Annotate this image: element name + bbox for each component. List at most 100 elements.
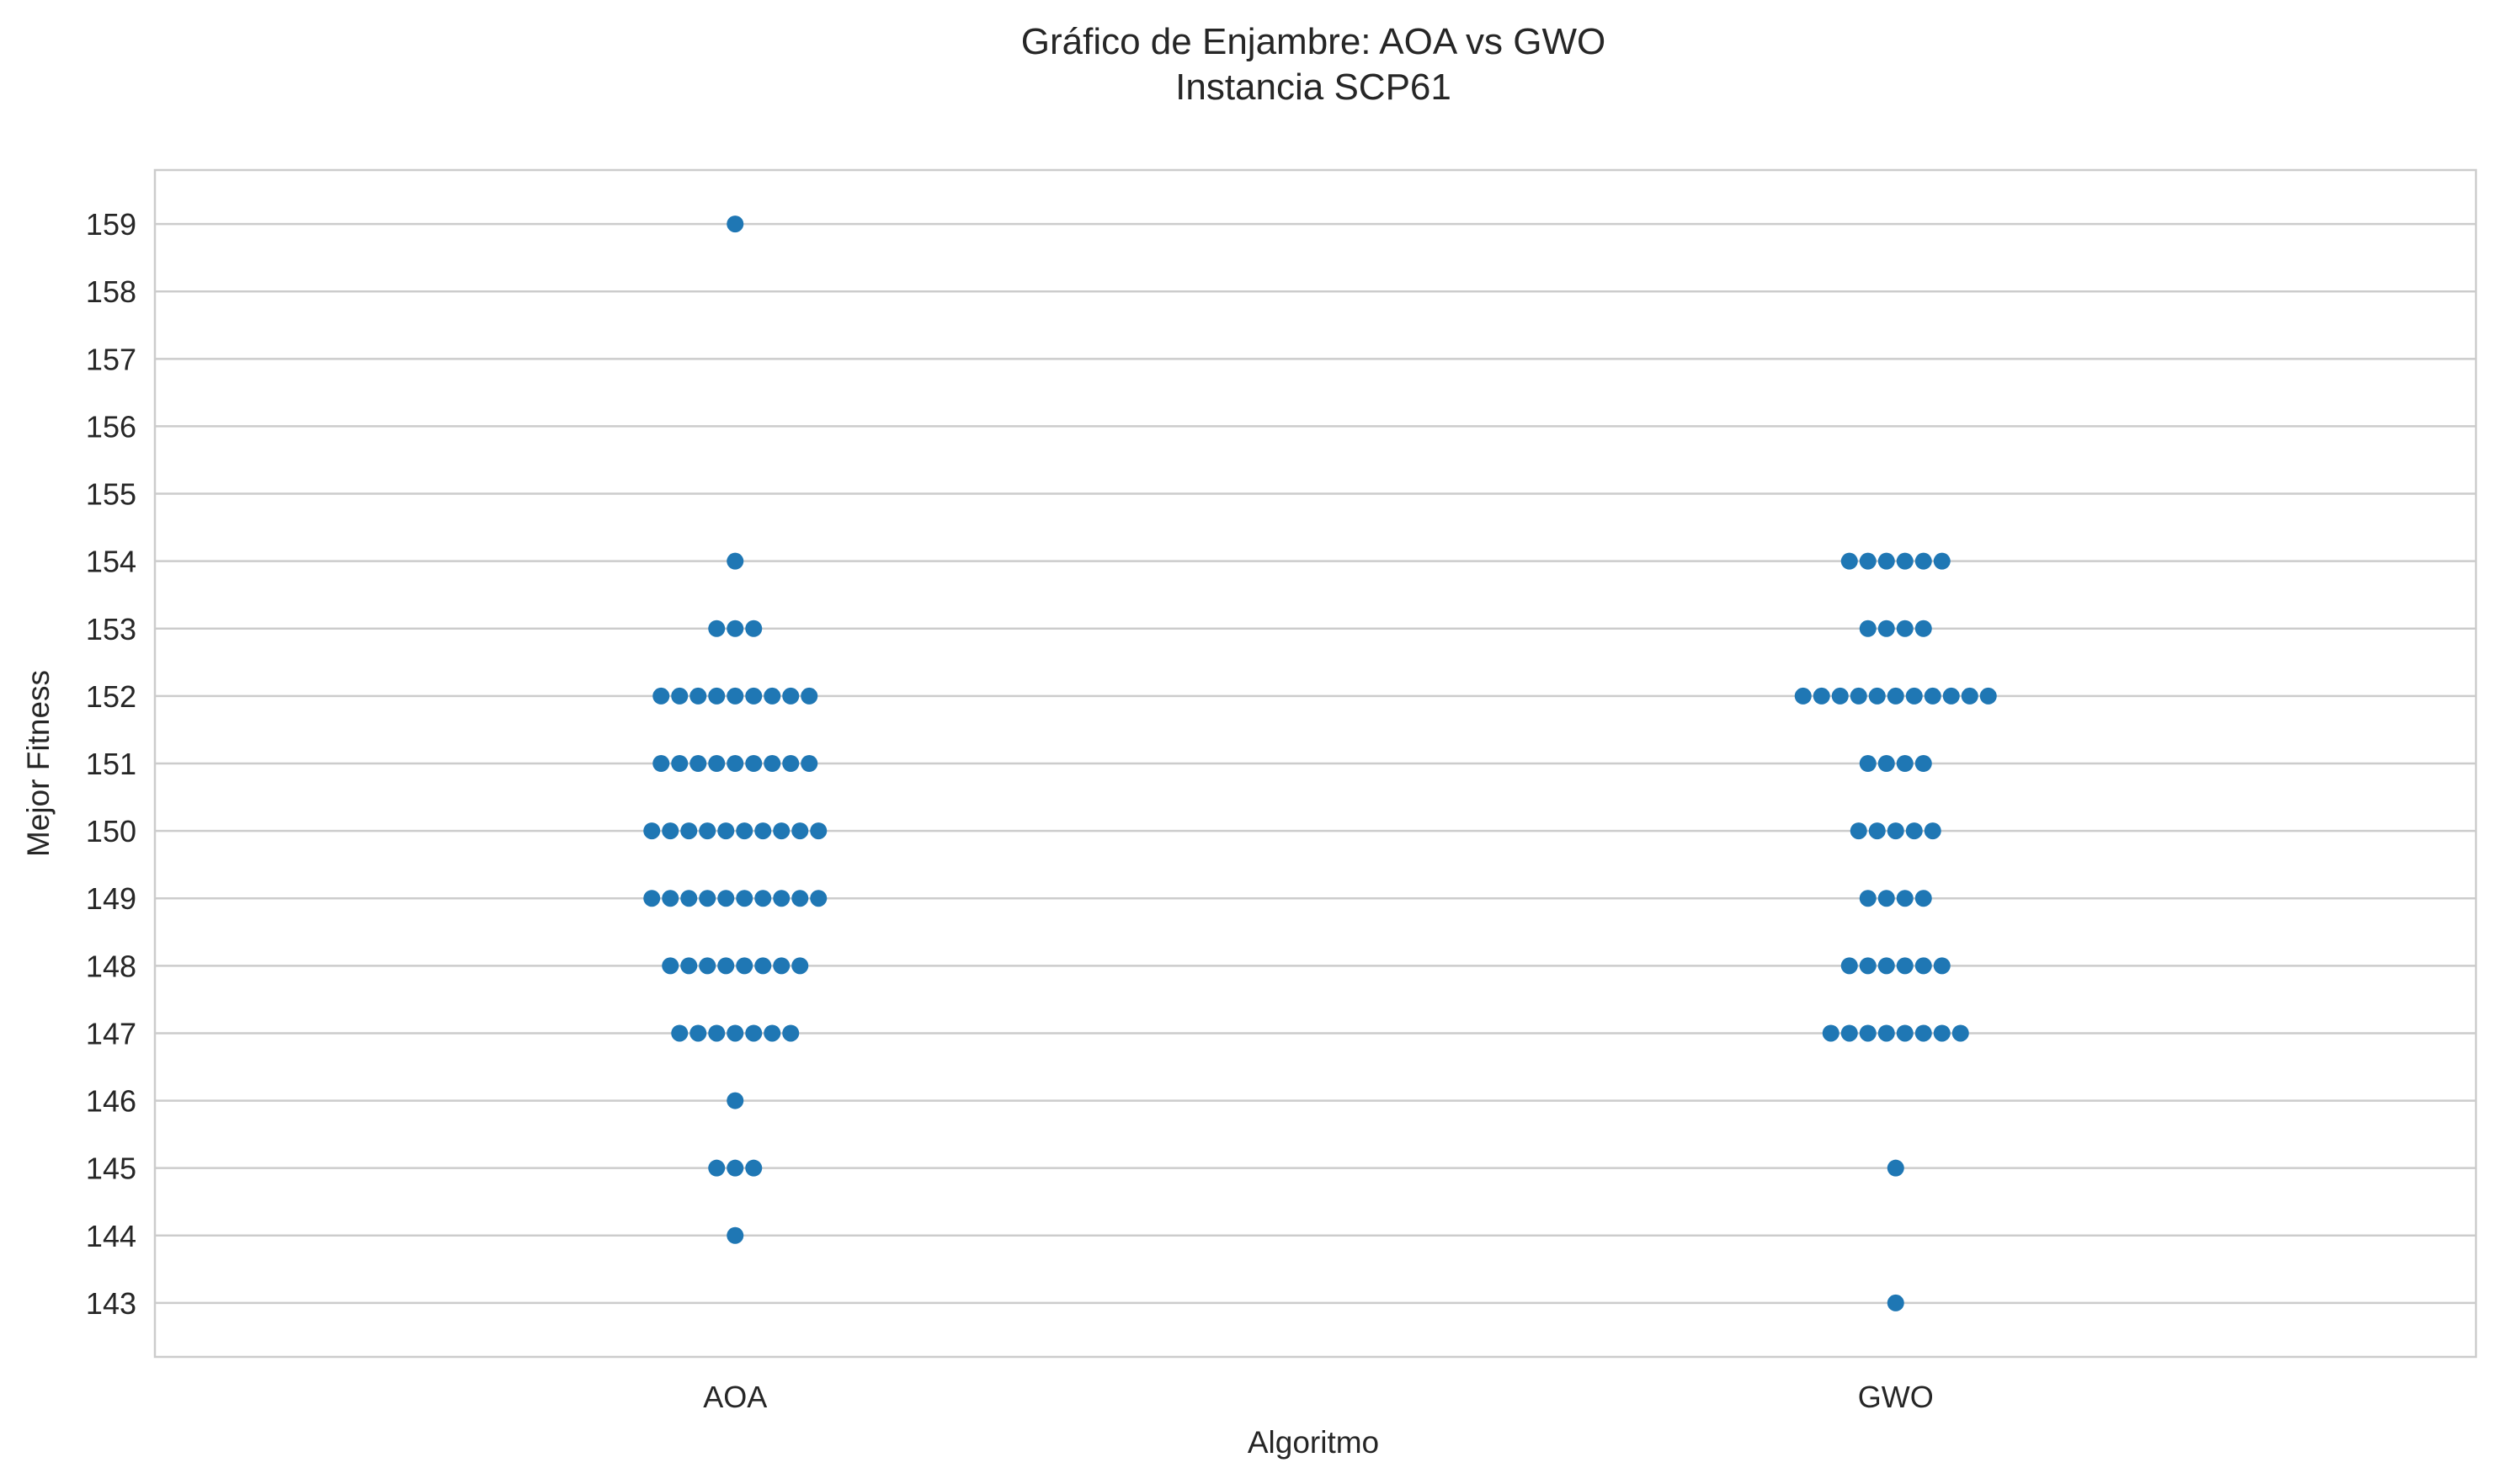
x-axis-label: Algoritmo	[1248, 1425, 1379, 1460]
x-tick-labels: AOA GWO	[703, 1380, 1934, 1414]
y-tick-label: 156	[86, 409, 136, 444]
point-aoa-145	[745, 1159, 763, 1177]
point-gwo-153	[1877, 620, 1895, 637]
plot-frame	[153, 168, 2478, 1359]
point-gwo-148	[1840, 957, 1858, 975]
y-tick-label: 143	[86, 1286, 136, 1321]
point-aoa-150	[662, 822, 679, 840]
point-aoa-150	[754, 822, 772, 840]
y-tick-label: 149	[86, 881, 136, 916]
point-gwo-152	[1979, 687, 1997, 705]
point-gwo-151	[1896, 755, 1914, 772]
point-gwo-152	[1924, 687, 1941, 705]
point-aoa-150	[643, 822, 661, 840]
point-aoa-147	[764, 1024, 781, 1042]
point-aoa-153	[745, 620, 763, 637]
x-tick-label-gwo: GWO	[1858, 1380, 1934, 1414]
y-tick-label: 151	[86, 747, 136, 781]
point-gwo-152	[1794, 687, 1812, 705]
point-gwo-153	[1859, 620, 1877, 637]
point-gwo-152	[1850, 687, 1867, 705]
y-tick-label: 150	[86, 814, 136, 848]
point-aoa-151	[764, 755, 781, 772]
gridlines	[155, 222, 2476, 1305]
point-gwo-148	[1933, 957, 1951, 975]
point-gwo-150	[1868, 822, 1886, 840]
point-gwo-148	[1914, 957, 1932, 975]
point-gwo-151	[1877, 755, 1895, 772]
point-aoa-148	[699, 957, 716, 975]
point-gwo-149	[1877, 890, 1895, 907]
point-aoa-151	[745, 755, 763, 772]
point-aoa-151	[727, 755, 744, 772]
point-aoa-149	[773, 890, 791, 907]
point-gwo-147	[1877, 1024, 1895, 1042]
point-gwo-149	[1896, 890, 1914, 907]
point-aoa-152	[782, 687, 800, 705]
point-aoa-149	[791, 890, 809, 907]
point-gwo-151	[1859, 755, 1877, 772]
point-gwo-152	[1942, 687, 1960, 705]
point-gwo-154	[1933, 552, 1951, 570]
point-aoa-149	[810, 890, 828, 907]
point-aoa-150	[717, 822, 735, 840]
point-aoa-151	[782, 755, 800, 772]
point-gwo-154	[1859, 552, 1877, 570]
point-aoa-149	[643, 890, 661, 907]
point-aoa-147	[727, 1024, 744, 1042]
point-aoa-148	[662, 957, 679, 975]
chart-subtitle: Instancia SCP61	[1175, 66, 1451, 108]
point-gwo-148	[1877, 957, 1895, 975]
y-tick-label: 147	[86, 1016, 136, 1051]
point-aoa-148	[736, 957, 753, 975]
point-aoa-149	[754, 890, 772, 907]
point-aoa-147	[671, 1024, 689, 1042]
point-gwo-149	[1859, 890, 1877, 907]
point-gwo-143	[1887, 1294, 1904, 1311]
y-tick-label: 148	[86, 949, 136, 983]
point-gwo-152	[1868, 687, 1886, 705]
chart-title: Gráfico de Enjambre: AOA vs GWO	[1021, 21, 1605, 62]
point-gwo-147	[1914, 1024, 1932, 1042]
y-tick-label: 145	[86, 1152, 136, 1186]
point-gwo-154	[1896, 552, 1914, 570]
point-gwo-150	[1905, 822, 1923, 840]
point-gwo-154	[1840, 552, 1858, 570]
point-gwo-149	[1914, 890, 1932, 907]
point-aoa-152	[689, 687, 707, 705]
point-gwo-150	[1887, 822, 1904, 840]
point-aoa-152	[801, 687, 818, 705]
point-aoa-145	[727, 1159, 744, 1177]
point-aoa-148	[680, 957, 698, 975]
data-points	[643, 215, 1997, 1311]
x-tick-label-aoa: AOA	[703, 1380, 767, 1414]
point-gwo-153	[1896, 620, 1914, 637]
y-tick-label: 153	[86, 612, 136, 646]
point-aoa-148	[717, 957, 735, 975]
y-tick-label: 157	[86, 342, 136, 376]
y-axis-label: Mejor Fitness	[21, 670, 56, 857]
point-aoa-149	[717, 890, 735, 907]
point-aoa-152	[727, 687, 744, 705]
point-aoa-151	[652, 755, 670, 772]
y-tick-label: 154	[86, 545, 136, 579]
point-gwo-152	[1887, 687, 1904, 705]
point-aoa-147	[708, 1024, 726, 1042]
point-gwo-153	[1914, 620, 1932, 637]
point-gwo-145	[1887, 1159, 1904, 1177]
point-aoa-152	[764, 687, 781, 705]
point-gwo-147	[1840, 1024, 1858, 1042]
point-gwo-147	[1859, 1024, 1877, 1042]
point-aoa-152	[708, 687, 726, 705]
point-aoa-149	[699, 890, 716, 907]
point-gwo-150	[1850, 822, 1867, 840]
point-aoa-150	[810, 822, 828, 840]
point-aoa-159	[727, 215, 744, 233]
point-gwo-154	[1914, 552, 1932, 570]
point-aoa-148	[773, 957, 791, 975]
point-gwo-152	[1905, 687, 1923, 705]
point-aoa-151	[689, 755, 707, 772]
point-aoa-150	[773, 822, 791, 840]
point-aoa-153	[727, 620, 744, 637]
